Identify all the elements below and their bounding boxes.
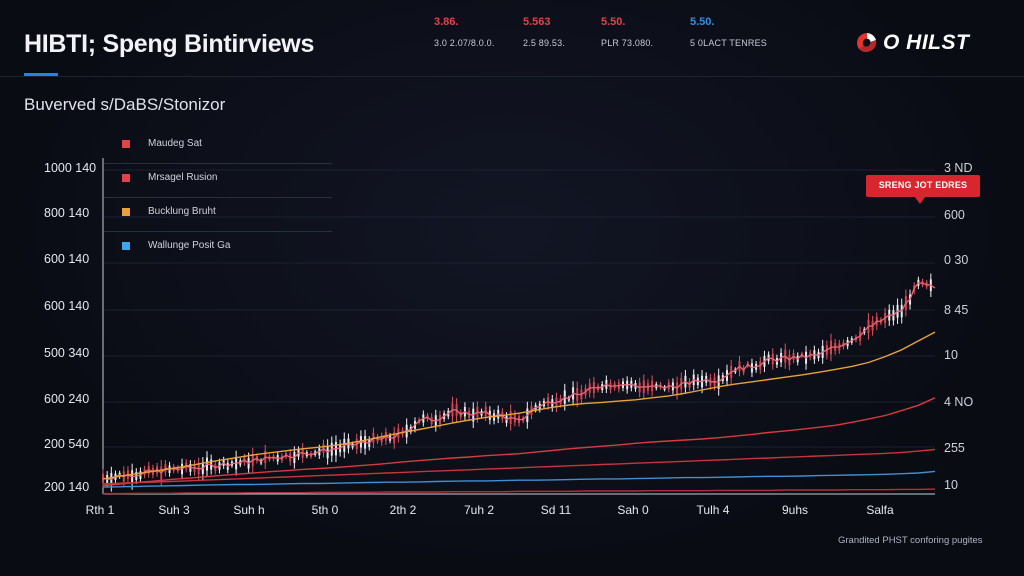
callout-pointer xyxy=(914,196,926,204)
legend-label: Wallunge Posit Ga xyxy=(148,240,231,251)
y-right-tick-label: 8 45 xyxy=(944,303,969,317)
price-line xyxy=(102,282,936,480)
legend-label: Maudeg Sat xyxy=(148,138,202,149)
x-tick-label: Sah 0 xyxy=(617,503,649,517)
page-title: HIBTI; Speng Bintirviews xyxy=(24,30,315,58)
x-tick-label: Sd 11 xyxy=(540,503,572,517)
title-underline xyxy=(24,73,58,76)
chart-legend: Maudeg Sat Mrsagel Rusion Bucklung Bruht… xyxy=(104,130,332,265)
y-tick-label: 600 240 xyxy=(44,392,90,406)
stat-3: 5.50. PLR 73.080. xyxy=(601,16,701,48)
x-tick-label: Tulh 4 xyxy=(696,503,730,517)
legend-item[interactable]: Maudeg Sat xyxy=(104,130,332,164)
y-right-tick-label: 10 xyxy=(944,348,958,362)
y-right-tick-label: 0 30 xyxy=(944,253,969,267)
x-tick-label: Rth 1 xyxy=(85,503,115,517)
chart-subtitle: Buverved s/DaBS/Stonizor xyxy=(24,95,226,114)
series-line xyxy=(102,397,936,487)
x-tick-label: 5th 0 xyxy=(311,503,339,517)
x-tick-label: Suh 3 xyxy=(158,503,190,517)
y-tick-label: 800 140 xyxy=(44,206,90,220)
legend-item[interactable]: Mrsagel Rusion xyxy=(104,164,332,198)
logo-mark-icon xyxy=(855,31,879,55)
x-tick-label: Salfa xyxy=(866,503,894,517)
stat-2: 5.563 2.5 89.53. xyxy=(523,16,623,48)
stat-3-label: PLR 73.080. xyxy=(601,38,654,48)
legend-swatch xyxy=(122,140,130,148)
series-line xyxy=(102,470,936,488)
stat-3-value: 5.50. xyxy=(601,16,626,28)
y-tick-label: 500 340 xyxy=(44,346,90,360)
stat-4-value: 5.50. xyxy=(690,16,715,28)
header: HIBTI; Speng Bintirviews 3.86. 3.0 2.07/… xyxy=(0,0,1024,77)
y-tick-label: 200 140 xyxy=(44,480,90,494)
stat-2-value: 5.563 xyxy=(523,16,551,28)
stat-2-label: 2.5 89.53. xyxy=(523,38,566,48)
y-right-tick-label: 255 xyxy=(944,441,965,455)
x-tick-label: 9uhs xyxy=(781,503,809,517)
y-tick-label: 600 140 xyxy=(44,252,90,266)
stat-4: 5.50. 5 0LACT TENRES xyxy=(690,16,790,48)
x-tick-label: 7uh 2 xyxy=(463,503,495,517)
y-tick-label: 1000 140 xyxy=(44,161,97,175)
footnote: Grandited PHST conforing pugites xyxy=(838,535,983,546)
logo-text: O HILST xyxy=(883,31,970,54)
legend-swatch xyxy=(122,242,130,250)
legend-label: Mrsagel Rusion xyxy=(148,172,218,183)
x-tick-label: Suh h xyxy=(233,503,265,517)
y-right-tick-label: 4 NO xyxy=(944,395,974,409)
series-line xyxy=(102,331,936,480)
x-tick-label: 2th 2 xyxy=(389,503,417,517)
stat-4-label: 5 0LACT TENRES xyxy=(690,38,767,48)
y-right-tick-label: 600 xyxy=(944,208,965,222)
y-right-tick-label: 3 ND xyxy=(944,161,973,175)
series-line xyxy=(103,488,936,495)
peak-callout[interactable]: SRENG JOT EDRES xyxy=(866,175,980,204)
legend-label: Bucklung Bruht xyxy=(148,206,216,217)
y-tick-label: 200 540 xyxy=(44,437,90,451)
brand-logo[interactable]: O HILST xyxy=(855,30,969,56)
y-tick-label: 600 140 xyxy=(44,299,90,313)
legend-swatch xyxy=(122,208,130,216)
legend-item[interactable]: Bucklung Bruht xyxy=(104,198,332,232)
series-line xyxy=(102,448,936,485)
peak-callout-text: SRENG JOT EDRES xyxy=(878,180,968,190)
stat-1-value: 3.86. xyxy=(434,16,459,28)
legend-swatch xyxy=(122,174,130,182)
legend-item[interactable]: Wallunge Posit Ga xyxy=(104,232,332,265)
stat-1-label: 3.0 2.07/8.0.0. xyxy=(434,38,495,48)
stat-1: 3.86. 3.0 2.07/8.0.0. xyxy=(434,16,534,48)
y-right-tick-label: 10 xyxy=(944,478,958,492)
